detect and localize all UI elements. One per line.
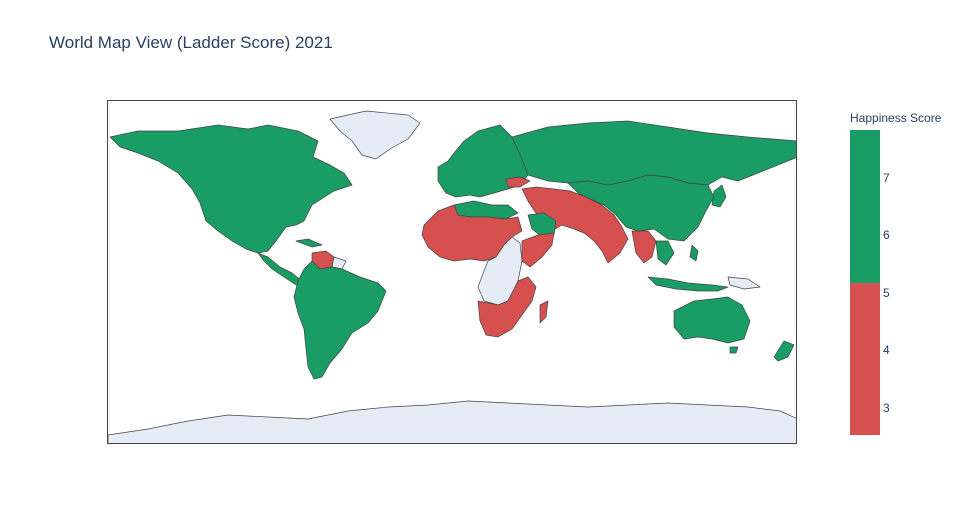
world-map[interactable] [107,100,797,444]
papua [727,276,761,290]
colorbar-tick-3: 3 [883,401,890,415]
turkey [505,176,531,188]
antarctica [108,400,796,443]
colorbar-tick-5: 5 [883,286,890,300]
chart-title: World Map View (Ladder Score) 2021 [49,33,333,52]
colorbar [850,130,880,435]
madagascar [539,300,549,324]
indonesia [647,276,729,292]
east-africa [521,232,555,268]
colorbar-low-segment [850,283,880,435]
north-america [109,124,353,254]
cuba [295,238,323,248]
colorbar-tick-4: 4 [883,343,890,357]
colorbar-tick-6: 6 [883,228,890,242]
colorbar-tick-7: 7 [883,171,890,185]
japan [711,184,727,208]
southern-africa [477,276,537,338]
world-map-svg [108,110,796,443]
philippines [689,244,699,262]
tasmania [729,346,739,354]
china-region [567,174,715,242]
southeast-asia [631,230,657,264]
colorbar-high-segment [850,130,880,283]
greenland [329,110,421,160]
south-america [293,260,387,380]
indochina [655,240,675,266]
colorbar-title: Happiness Score [850,111,942,125]
new-zealand [773,340,795,362]
australia [673,296,751,344]
